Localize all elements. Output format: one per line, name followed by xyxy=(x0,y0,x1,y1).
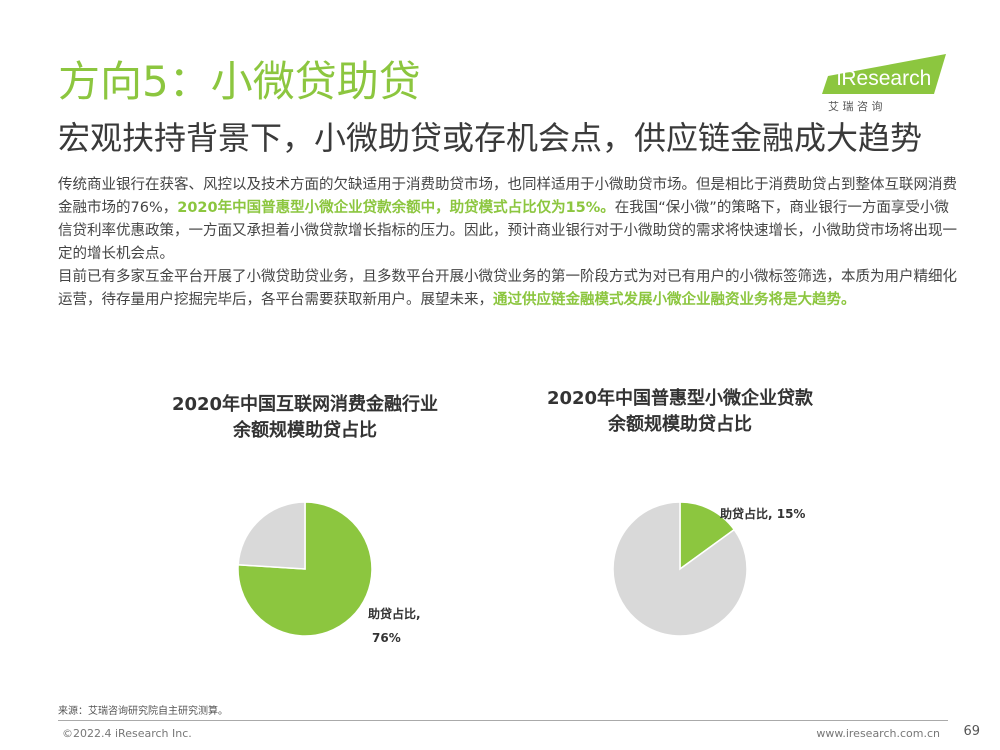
pie-1-slice-zhudai xyxy=(237,501,373,637)
pie-1-slice-other xyxy=(237,501,306,570)
pie-charts: 助贷占比, 76% 助贷占比, 15% xyxy=(237,501,805,645)
iresearch-logo: iResearch 艾 瑞 咨 询 xyxy=(822,54,946,113)
page-title: 方向5：小微贷助贷 xyxy=(58,57,421,106)
logo-cn: 艾 瑞 咨 询 xyxy=(828,99,883,113)
page-number: 69 xyxy=(963,724,980,739)
body-text: 传统商业银行在获客、风控以及技术方面的欠缺适用于消费助贷市场，也同样适用于小微助… xyxy=(58,174,958,312)
source-note: 来源：艾瑞咨询研究院自主研究测算。 xyxy=(58,706,228,717)
paragraph-1-part-a: 传统商业银行在获客、风控以及技术方面的欠缺适用于消费助贷市场，也同样适用于小微助… xyxy=(58,177,957,216)
pie-2-label: 助贷占比, 15% xyxy=(720,506,805,521)
paragraph-1-highlight: 2020年中国普惠型小微企业贷款余额中，助贷模式占比仅为15%。 xyxy=(177,200,615,216)
chart-2-title-line2: 余额规模助贷占比 xyxy=(608,414,752,435)
pie-2-slice-zhudai xyxy=(679,501,736,571)
paragraph-2-part-a: 目前已有多家互金平台开展了小微贷助贷业务，且多数平台开展小微贷业务的第一阶段方式… xyxy=(58,269,957,308)
paragraph-2-highlight: 通过供应链金融模式发展小微企业融资业务将是大趋势。 xyxy=(493,292,856,308)
chart-1-title: 2020年中国互联网消费金融行业 余额规模助贷占比 xyxy=(130,392,480,444)
page-subtitle: 宏观扶持背景下，小微助贷或存机会点，供应链金融成大趋势 xyxy=(58,119,923,157)
paragraph-1: 传统商业银行在获客、风控以及技术方面的欠缺适用于消费助贷市场，也同样适用于小微助… xyxy=(58,174,958,266)
chart-1-title-line2: 余额规模助贷占比 xyxy=(233,420,377,441)
chart-1-title-line1: 2020年中国互联网消费金融行业 xyxy=(171,394,439,415)
logo-shape xyxy=(822,54,946,94)
pie-chart-1 xyxy=(237,501,373,637)
pie-chart-2 xyxy=(612,501,748,637)
chart-2-title-line1: 2020年中国普惠型小微企业贷款 xyxy=(546,388,814,409)
chart-2-title: 2020年中国普惠型小微企业贷款 余额规模助贷占比 xyxy=(505,386,855,438)
paragraph-1-part-c: 在我国“保小微”的策略下，商业银行一方面享受小微信贷利率优惠政策，一方面又承担着… xyxy=(58,200,957,262)
paragraph-2: 目前已有多家互金平台开展了小微贷助贷业务，且多数平台开展小微贷业务的第一阶段方式… xyxy=(58,266,958,312)
pie-2-slice-other xyxy=(612,501,748,637)
copyright: ©2022.4 iResearch Inc. xyxy=(62,727,192,740)
footer-divider xyxy=(58,720,948,721)
pie-1-label-line1: 助贷占比, xyxy=(368,606,421,621)
website-url: www.iresearch.com.cn xyxy=(816,727,940,740)
logo-brand: iResearch xyxy=(837,67,932,90)
pie-1-label-line2: 76% xyxy=(372,631,401,645)
